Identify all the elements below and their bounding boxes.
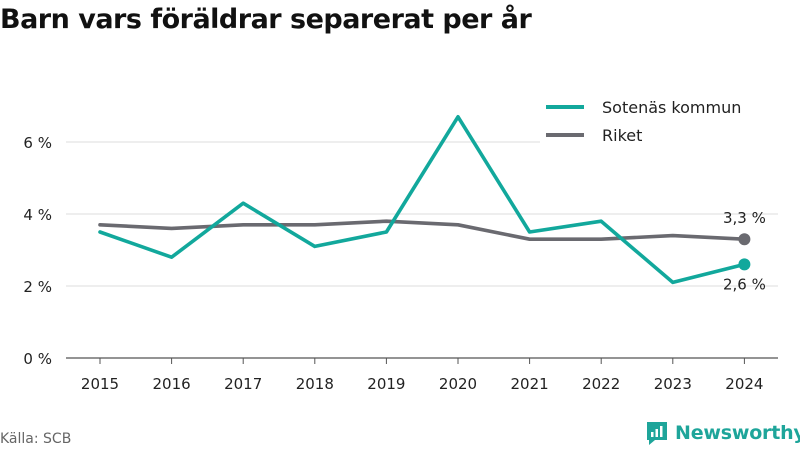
x-tick-label: 2015	[81, 375, 119, 393]
x-tick-label: 2021	[511, 375, 549, 393]
chart-title: Barn vars föräldrar separerat per år	[0, 4, 532, 35]
x-tick-label: 2024	[725, 375, 763, 393]
axes: 0 % 2 % 4 % 6 % 2015 2016 2017 2018 2019 2020 2021…	[23, 134, 778, 393]
legend-label: Riket	[602, 126, 642, 145]
end-label-riket: 3,3 %	[723, 209, 766, 227]
legend-label: Sotenäs kommun	[602, 98, 741, 117]
newsworthy-logo-icon	[647, 422, 667, 445]
series-line-sotenas	[98, 115, 747, 285]
x-tick-label: 2020	[439, 375, 477, 393]
grid-lines	[66, 141, 778, 287]
y-tick-label: 6 %	[23, 134, 52, 152]
end-label-sotenas: 2,6 %	[723, 275, 766, 293]
x-tick-label: 2019	[367, 375, 405, 393]
data-labels: 3,3 % 2,6 %	[723, 209, 766, 293]
brand-logo: Newsworthy	[645, 418, 800, 448]
data-point	[738, 233, 751, 246]
x-tick-label: 2016	[153, 375, 191, 393]
source-note: Källa: SCB	[0, 431, 72, 447]
legend-background	[540, 92, 778, 154]
legend: Sotenäs kommun Riket	[540, 92, 778, 154]
x-tick-label: 2017	[224, 375, 262, 393]
y-tick-label: 4 %	[23, 206, 52, 224]
x-tick-label: 2018	[296, 375, 334, 393]
brand-name: Newsworthy	[675, 422, 800, 444]
data-point	[738, 258, 751, 271]
series-line-riket	[98, 219, 747, 241]
y-tick-label: 0 %	[23, 350, 52, 368]
series-lines	[98, 115, 751, 285]
x-tick-label: 2022	[582, 375, 620, 393]
y-tick-label: 2 %	[23, 278, 52, 296]
x-tick-label: 2023	[654, 375, 692, 393]
